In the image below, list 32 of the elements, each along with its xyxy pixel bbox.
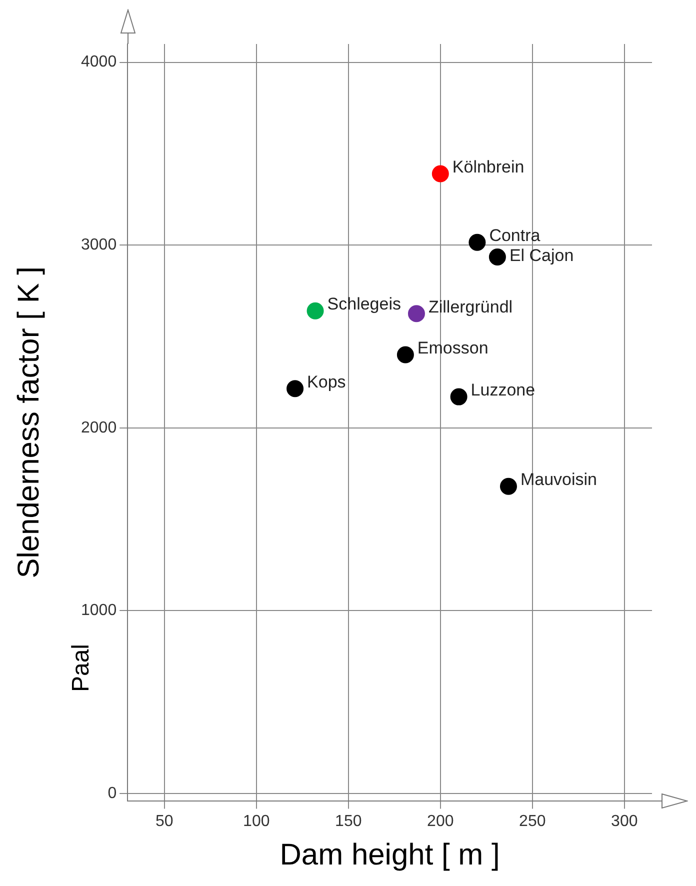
- y-axis-title: Slenderness factor [ K ]: [12, 266, 46, 578]
- text: Paal: [68, 644, 95, 692]
- point: [432, 165, 449, 182]
- x-axis-title: Dam height [ m ]: [280, 838, 500, 872]
- series-label: Kölnbrein: [452, 157, 524, 176]
- series-label: El Cajon: [509, 246, 574, 266]
- y-tick-label: 2000: [81, 419, 117, 436]
- point: [450, 388, 468, 406]
- point: [306, 302, 324, 320]
- point: [468, 234, 486, 251]
- series-label: Mauvoisin: [520, 470, 598, 490]
- series-label: Zillergründl: [428, 297, 513, 316]
- y-tick-label: 4000: [81, 54, 117, 71]
- x-tick-label: 250: [519, 812, 546, 830]
- series-label: Emosson: [417, 338, 488, 358]
- series-label: Contra: [489, 226, 541, 246]
- x-tick-label: 300: [611, 812, 638, 830]
- series-label: Schlegeis: [327, 294, 401, 314]
- x-tick-label: 150: [335, 812, 362, 830]
- point: [286, 380, 304, 398]
- y-tick-label: 3000: [81, 236, 117, 254]
- x-tick-label: 50: [155, 812, 174, 830]
- series-label: Kops: [307, 372, 346, 392]
- y-tick-label: 0: [108, 784, 117, 802]
- point: [500, 478, 517, 495]
- x-tick-label: 200: [427, 812, 454, 830]
- point: [408, 305, 425, 322]
- series-label: Luzzone: [470, 380, 536, 400]
- y-tick-label: 1000: [81, 602, 117, 620]
- x-tick-label: 100: [243, 812, 270, 830]
- point: [488, 248, 506, 266]
- point: [396, 346, 414, 364]
